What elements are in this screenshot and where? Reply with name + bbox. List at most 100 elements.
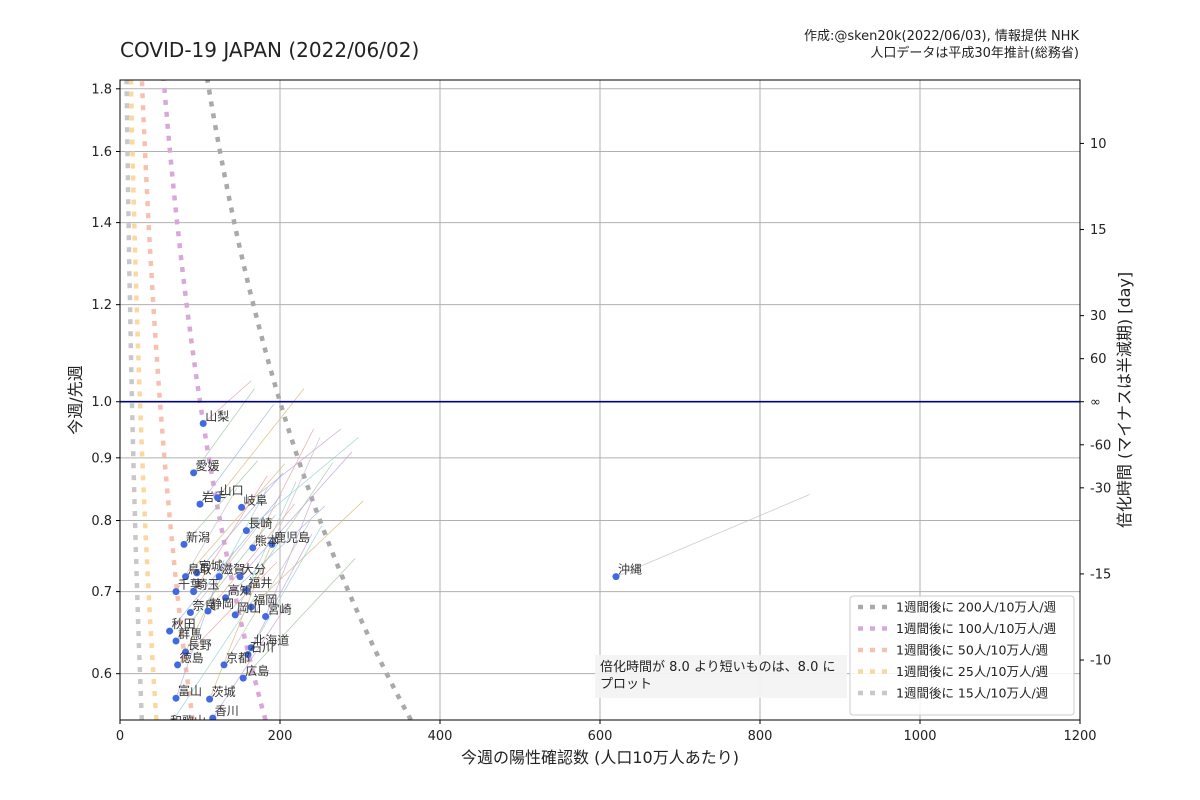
legend-label: 1週間後に 25人/10万人/週 <box>896 664 1049 679</box>
right-axis-label: 倍化時間 (マイナスは半減期) [day] <box>1115 272 1134 528</box>
y-tick-label: 0.9 <box>91 451 112 466</box>
data-point <box>262 613 270 621</box>
data-point <box>214 494 222 502</box>
data-point <box>242 586 250 594</box>
right-tick-label: ∞ <box>1090 395 1101 410</box>
guide-curve <box>139 80 195 720</box>
data-point <box>215 573 223 581</box>
point-label: 福岡 <box>253 592 277 607</box>
point-label: 静岡 <box>210 597 234 611</box>
y-tick-label: 1.6 <box>91 145 112 160</box>
y-tick-label: 1.0 <box>91 395 112 410</box>
right-tick-label: 60 <box>1090 352 1107 367</box>
y-tick-label: 1.8 <box>91 82 112 97</box>
point-label: 茨城 <box>212 685 236 699</box>
trajectory-line <box>196 472 284 574</box>
data-point <box>190 588 198 596</box>
point-label: 鹿児島 <box>274 529 310 544</box>
data-point <box>190 469 198 477</box>
point-label: 北海道 <box>253 633 289 648</box>
point-label: 石川 <box>250 641 274 655</box>
data-point <box>612 573 620 581</box>
point-label: 鳥取 <box>188 562 212 577</box>
y-tick-label: 1.4 <box>91 216 112 231</box>
x-ticks: 0 200 400 600 800 1000 1200 <box>116 720 1097 744</box>
guide-curve <box>124 80 145 720</box>
point-label: 千葉 <box>178 578 202 592</box>
trajectory-line <box>185 463 286 577</box>
right-tick-label: -10 <box>1090 654 1111 669</box>
data-point <box>172 588 180 596</box>
trajectory-line <box>218 488 268 577</box>
point-label: 秋田 <box>172 617 196 631</box>
data-point <box>247 644 255 652</box>
data-point <box>247 603 255 611</box>
data-point <box>220 661 228 669</box>
trajectory-line <box>225 505 326 599</box>
right-tick-label: -15 <box>1090 567 1111 582</box>
point-label: 熊本 <box>255 533 279 548</box>
data-point <box>236 573 244 581</box>
trajectory-line <box>177 561 278 666</box>
point-label: 岡山 <box>237 601 261 615</box>
point-label: 香川 <box>215 704 239 718</box>
trajectory-line <box>209 546 271 700</box>
trajectory-line <box>169 494 282 632</box>
data-point <box>174 661 182 669</box>
trajectory-line <box>242 558 356 679</box>
trajectory-line <box>217 388 305 498</box>
right-tick-label: -60 <box>1090 438 1111 453</box>
data-point <box>206 695 214 703</box>
trajectory-line <box>212 605 287 719</box>
point-label: 宮城 <box>199 558 223 573</box>
point-label: 岐阜 <box>244 493 268 507</box>
note-line-1: 倍化時間が 8.0 より短いものは、8.0 に <box>600 660 836 675</box>
note-line-2: プロット <box>600 677 652 692</box>
point-label: 愛媛 <box>196 459 220 473</box>
data-point <box>268 540 276 548</box>
trajectory-line <box>183 460 258 545</box>
point-label: 高知 <box>228 583 252 598</box>
chart-title: COVID-19 JAPAN (2022/06/02) <box>120 38 419 62</box>
data-point <box>249 544 257 552</box>
trajectory-line <box>252 428 314 549</box>
data-point <box>193 569 201 577</box>
guide-curve <box>128 80 159 720</box>
point-label: 富山 <box>178 683 202 698</box>
data-point <box>182 648 190 656</box>
trajectory-lines <box>169 380 810 720</box>
point-label: 滋賀 <box>221 563 245 577</box>
point-label: 新潟 <box>186 529 210 544</box>
trajectory-line <box>199 404 274 505</box>
data-point <box>186 609 194 617</box>
data-point <box>222 594 230 602</box>
data-point <box>180 540 188 548</box>
point-label: 和歌山 <box>170 713 206 728</box>
trajectory-line <box>223 520 311 666</box>
point-label: 福井 <box>248 575 272 590</box>
point-label: 群馬 <box>178 627 202 641</box>
x-tick-label: 400 <box>428 729 453 744</box>
legend-label: 1週間後に 200人/10万人/週 <box>896 600 1057 615</box>
y-ticks: 0.6 0.7 0.8 0.9 1.0 1.2 1.4 1.6 1.8 <box>91 82 120 682</box>
data-point <box>196 500 204 508</box>
guide-curves <box>124 80 413 720</box>
legend: 1週間後に 200人/10万人/週 1週間後に 100人/10万人/週 1週間後に … <box>849 595 1075 716</box>
right-tick-label: -30 <box>1090 481 1111 496</box>
trajectory-line <box>250 533 313 648</box>
trajectory-line <box>247 525 322 655</box>
right-tick-label: 10 <box>1090 137 1107 152</box>
credit-line-1: 作成:@sken20k(2022/06/03), 情報提供 NHK <box>804 28 1079 44</box>
point-label: 宮崎 <box>268 602 292 617</box>
x-tick-label: 0 <box>116 729 124 744</box>
y-tick-label: 0.7 <box>91 585 112 600</box>
point-label: 長野 <box>188 638 212 652</box>
point-label: 山口 <box>220 484 244 498</box>
data-point <box>231 611 239 619</box>
data-point <box>172 637 180 645</box>
x-tick-label: 600 <box>588 729 613 744</box>
data-point <box>209 714 217 720</box>
data-point <box>166 627 174 635</box>
